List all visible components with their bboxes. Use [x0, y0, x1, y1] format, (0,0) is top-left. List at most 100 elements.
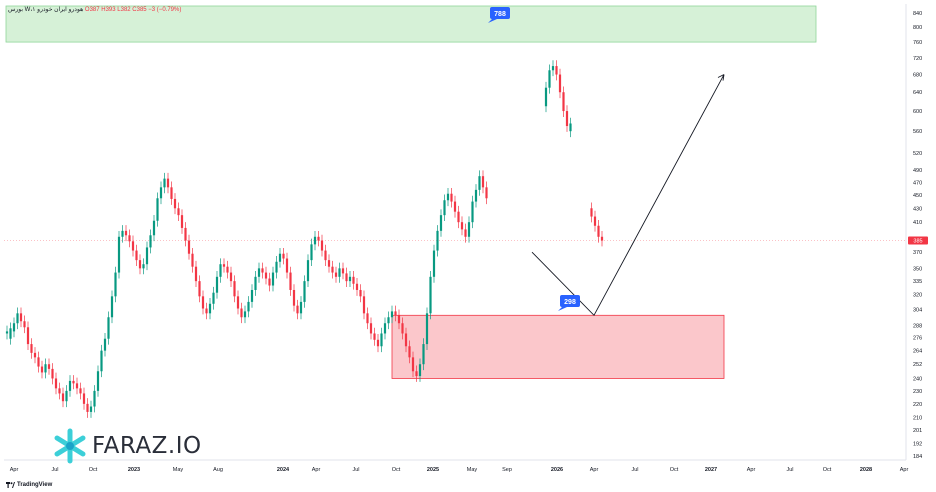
y-tick-label: 640 [913, 90, 922, 96]
candle-body [135, 250, 138, 261]
x-tick-label: Oct [392, 467, 401, 473]
candle-body [285, 258, 289, 273]
candle-body [565, 111, 569, 127]
last-price-label: 385 [913, 239, 922, 245]
candle-body [156, 198, 159, 221]
candle-body [68, 380, 72, 391]
candle-body [303, 281, 306, 302]
candle-body [86, 403, 89, 412]
candle-body [446, 193, 450, 201]
candle-body [208, 303, 212, 314]
y-tick-label: 335 [913, 279, 922, 285]
candle-body [58, 388, 61, 394]
tradingview-icon [6, 482, 15, 488]
candle-body [390, 311, 394, 318]
candle-body [37, 357, 40, 367]
candle-body [12, 323, 16, 332]
candle-body [198, 281, 201, 297]
x-tick-label: Jul [786, 467, 793, 473]
candle-body [16, 313, 19, 324]
candle-body [100, 350, 103, 372]
candle-body [103, 338, 107, 351]
candle-body [131, 241, 135, 251]
candle-body [453, 201, 457, 212]
candle-body [229, 272, 233, 282]
candle-body [278, 253, 282, 262]
x-tick-label: Sep [502, 467, 512, 473]
candle-body [544, 87, 548, 107]
candle-body [250, 289, 254, 302]
candle-body [359, 289, 362, 297]
candle-body [401, 323, 404, 334]
candle-body [383, 323, 387, 334]
candle-body [296, 305, 299, 314]
candle-body [44, 364, 47, 373]
label-298-tail [558, 307, 567, 311]
y-tick-label: 720 [913, 56, 922, 62]
candle-body [397, 315, 401, 324]
y-tick-label: 201 [913, 428, 922, 434]
candle-body [464, 229, 467, 237]
candle-body [551, 66, 555, 71]
candle-body [429, 276, 432, 314]
candle-body [9, 328, 12, 339]
candle-body [569, 123, 572, 132]
x-tick-label: 2027 [705, 467, 717, 473]
candle-body [89, 406, 93, 412]
brand-logo: FARAZ.IO [52, 428, 202, 464]
candle-body [5, 331, 9, 334]
candle-body [163, 178, 166, 188]
candle-body [51, 368, 54, 379]
candle-body [600, 236, 604, 241]
candle-body [439, 215, 443, 231]
candle-body [481, 176, 485, 188]
candle-body [341, 268, 345, 274]
candle-body [30, 344, 33, 353]
candle-body [425, 313, 429, 345]
x-tick-label: Oct [823, 467, 832, 473]
candle-body [261, 268, 264, 273]
y-tick-label: 192 [913, 442, 922, 448]
candle-body [418, 364, 422, 377]
candle-body [299, 301, 303, 314]
candle-body [467, 222, 471, 237]
candle-body [404, 333, 408, 347]
candle-body [215, 276, 219, 293]
candle-body [590, 208, 593, 217]
y-tick-label: 520 [913, 151, 922, 157]
candle-body [306, 260, 310, 282]
candle-body [317, 236, 320, 241]
symbol-legend: بورس W،هودرو ایران خودرو ۱ O387 H393 L38… [8, 6, 181, 13]
candle-body [110, 296, 114, 318]
candle-body [65, 390, 68, 402]
last-price-tag [908, 236, 928, 245]
candle-body [387, 317, 390, 324]
y-tick-label: 304 [913, 307, 922, 313]
y-tick-label: 320 [913, 293, 922, 299]
candle-body [373, 333, 376, 340]
candle-body [264, 272, 268, 279]
candle-body [352, 276, 355, 284]
candle-body [558, 74, 562, 93]
x-tick-label: Oct [89, 467, 98, 473]
x-tick-label: Apr [590, 467, 599, 473]
tradingview-name: TradingView [17, 482, 53, 488]
candle-body [75, 383, 79, 389]
candle-body [212, 292, 215, 304]
candle-body [562, 92, 565, 112]
y-tick-label: 240 [913, 376, 922, 382]
candle-body [117, 236, 121, 273]
x-tick-label: 2023 [128, 467, 140, 473]
candle-body [40, 366, 44, 373]
candle-body [369, 323, 373, 334]
candle-body [152, 220, 156, 236]
candle-body [254, 276, 257, 290]
candle-body [310, 244, 313, 261]
candle-body [443, 200, 446, 216]
label-788-tail [488, 19, 497, 23]
candle-body [149, 235, 152, 248]
x-tick-label: Oct [670, 467, 679, 473]
candle-body [593, 216, 597, 226]
